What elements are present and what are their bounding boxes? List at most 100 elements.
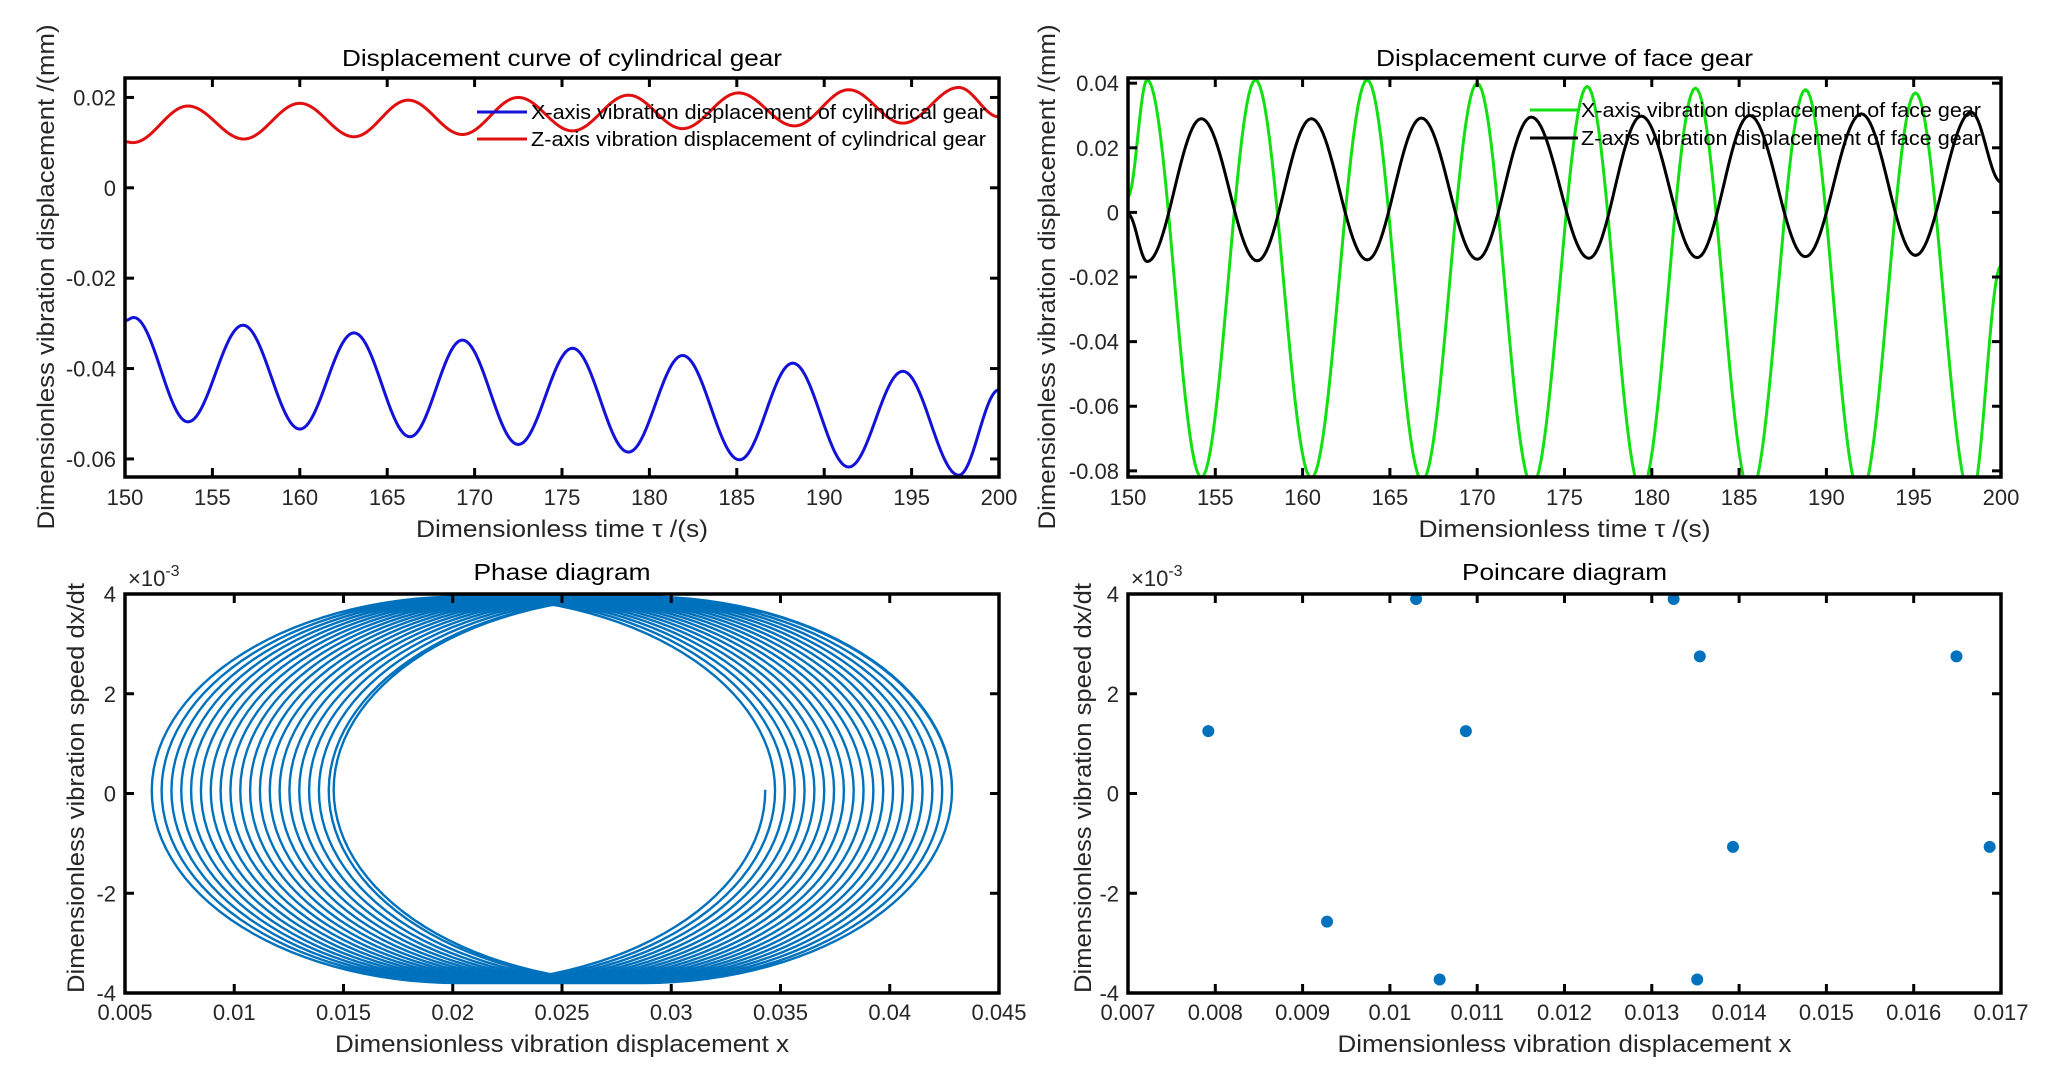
x-tick-label: 0.01 <box>1368 1000 1411 1025</box>
legend-label: Z-axis vibration displacement of face ge… <box>1581 128 1981 150</box>
x-tick-label: 0.025 <box>534 1000 589 1025</box>
x-tick-label: 0.015 <box>316 1000 371 1025</box>
x-tick-label: 165 <box>1372 485 1409 510</box>
multiplier-exponent: -3 <box>1168 563 1182 580</box>
phase-diagram-chart: 0.005 0.01 0.015 0.02 0.025 0.03 0.035 0.04 0.04… <box>63 559 1027 1058</box>
y-tick-label: -2 <box>96 881 116 906</box>
x-tick-label: 0.009 <box>1275 1000 1330 1025</box>
x-tick-label: 0.04 <box>868 1000 911 1025</box>
x-tick-label: 160 <box>1284 485 1321 510</box>
y-axis-multiplier: ×10-3 <box>128 563 180 591</box>
series-line-z-axis <box>1128 110 2001 264</box>
y-tick-label: -0.02 <box>66 266 116 291</box>
axes-box <box>123 592 1001 995</box>
series-line-z-axis <box>125 85 999 145</box>
y-tick-label: 4 <box>1107 582 1119 607</box>
x-tick-label: 195 <box>1895 485 1932 510</box>
multiplier-base: ×10 <box>1131 566 1168 591</box>
poincare-point <box>1459 725 1472 738</box>
y-tick-label: -0.02 <box>1069 265 1119 290</box>
poincare-diagram-chart: 0.007 0.008 0.009 0.01 0.011 0.012 0.013 0.014 0… <box>1070 559 2029 1058</box>
x-tick-label: 150 <box>107 485 144 510</box>
y-tick-label: 4 <box>104 582 116 607</box>
x-tick-label: 170 <box>456 485 493 510</box>
poincare-point <box>1950 650 1963 663</box>
x-tick-label: 185 <box>1721 485 1758 510</box>
y-tick-label: -0.04 <box>1069 330 1119 355</box>
x-tick-label: 0.01 <box>213 1000 256 1025</box>
y-tick-label: -4 <box>1099 981 1119 1006</box>
x-tick-label: 200 <box>1983 485 2020 510</box>
x-tick-label: 0.045 <box>971 1000 1026 1025</box>
poincare-point <box>1433 973 1446 986</box>
y-axis-label: Dimensionless vibration speed dx/dt <box>63 583 90 993</box>
y-tick-label: -2 <box>1099 881 1119 906</box>
y-tick-label: -4 <box>96 981 116 1006</box>
x-tick-label: 0.02 <box>431 1000 474 1025</box>
poincare-point <box>1693 650 1706 663</box>
x-tick-label: 165 <box>369 485 406 510</box>
x-tick-label: 180 <box>1633 485 1670 510</box>
x-tick-label: 180 <box>631 485 668 510</box>
y-tick-label: 0 <box>104 782 116 807</box>
y-tick-label: 2 <box>104 682 116 707</box>
poincare-point <box>1202 725 1215 738</box>
legend-label: X-axis vibration displacement of face ge… <box>1581 100 1981 122</box>
x-tick-label: 0.017 <box>1973 1000 2028 1025</box>
x-axis-label: Dimensionless vibration displacement x <box>335 1031 789 1058</box>
y-axis-label: Dimensionless vibration displacement /(m… <box>1034 25 1061 530</box>
phase-trajectory <box>150 595 954 985</box>
series-line-x-axis <box>125 315 999 477</box>
x-tick-label: 0.03 <box>650 1000 693 1025</box>
chart-title: Displacement curve of face gear <box>1376 45 1753 71</box>
x-tick-label: 0.035 <box>753 1000 808 1025</box>
y-tick-label: -0.04 <box>66 357 116 382</box>
y-tick-label: 0.02 <box>73 85 116 110</box>
y-axis-multiplier: ×10-3 <box>1131 563 1183 591</box>
x-tick-label: 0.012 <box>1537 1000 1592 1025</box>
legend: X-axis vibration displacement of cylindr… <box>477 102 986 151</box>
face-gear-displacement-chart: 150 155 160 165 170 175 180 185 190 195 200 -0.08 -0… <box>1034 25 2020 543</box>
chart-title: Phase diagram <box>474 559 651 585</box>
y-tick-label: -0.06 <box>1069 394 1119 419</box>
plot-area <box>125 85 999 477</box>
x-tick-label: 0.011 <box>1450 1000 1503 1025</box>
poincare-point <box>1726 840 1739 853</box>
x-axis-label: Dimensionless vibration displacement x <box>1338 1031 1792 1058</box>
x-tick-label: 0.008 <box>1188 1000 1243 1025</box>
poincare-point <box>1321 915 1334 928</box>
axes-box <box>1126 76 2003 479</box>
y-tick-label: 0 <box>1107 782 1119 807</box>
axes-box <box>123 76 1001 479</box>
x-tick-label: 190 <box>806 485 843 510</box>
plot-area <box>1128 78 2001 477</box>
x-axis-label: Dimensionless time τ /(s) <box>1419 516 1711 543</box>
x-tick-label: 0.015 <box>1799 1000 1854 1025</box>
y-tick-label: 2 <box>1107 682 1119 707</box>
x-tick-label: 155 <box>194 485 231 510</box>
legend-label: Z-axis vibration displacement of cylindr… <box>531 129 986 151</box>
x-axis-label: Dimensionless time τ /(s) <box>416 516 708 543</box>
x-tick-label: 195 <box>893 485 930 510</box>
y-axis-label: Dimensionless vibration speed dx/dt <box>1070 583 1097 993</box>
poincare-point <box>1983 840 1996 853</box>
x-tick-label: 190 <box>1808 485 1845 510</box>
x-tick-label: 170 <box>1459 485 1496 510</box>
cylindrical-gear-displacement-chart: 150 155 160 165 170 175 180 185 190 195 200 -0.06 -0… <box>33 25 1017 543</box>
poincare-point <box>1691 973 1704 986</box>
x-tick-label: 155 <box>1197 485 1234 510</box>
x-tick-label: 160 <box>281 485 318 510</box>
x-tick-label: 150 <box>1110 485 1147 510</box>
x-tick-label: 175 <box>1546 485 1583 510</box>
y-tick-label: 0 <box>1107 200 1119 225</box>
multiplier-base: ×10 <box>128 566 165 591</box>
y-tick-label: -0.08 <box>1069 459 1119 484</box>
axes-box <box>1126 592 2003 995</box>
y-tick-label: 0 <box>104 176 116 201</box>
multiplier-exponent: -3 <box>165 563 179 580</box>
legend: X-axis vibration displacement of face ge… <box>1530 100 1981 150</box>
y-tick-label: -0.06 <box>66 447 116 472</box>
series-line-x-axis <box>1128 78 2001 477</box>
x-tick-label: 0.005 <box>97 1000 152 1025</box>
